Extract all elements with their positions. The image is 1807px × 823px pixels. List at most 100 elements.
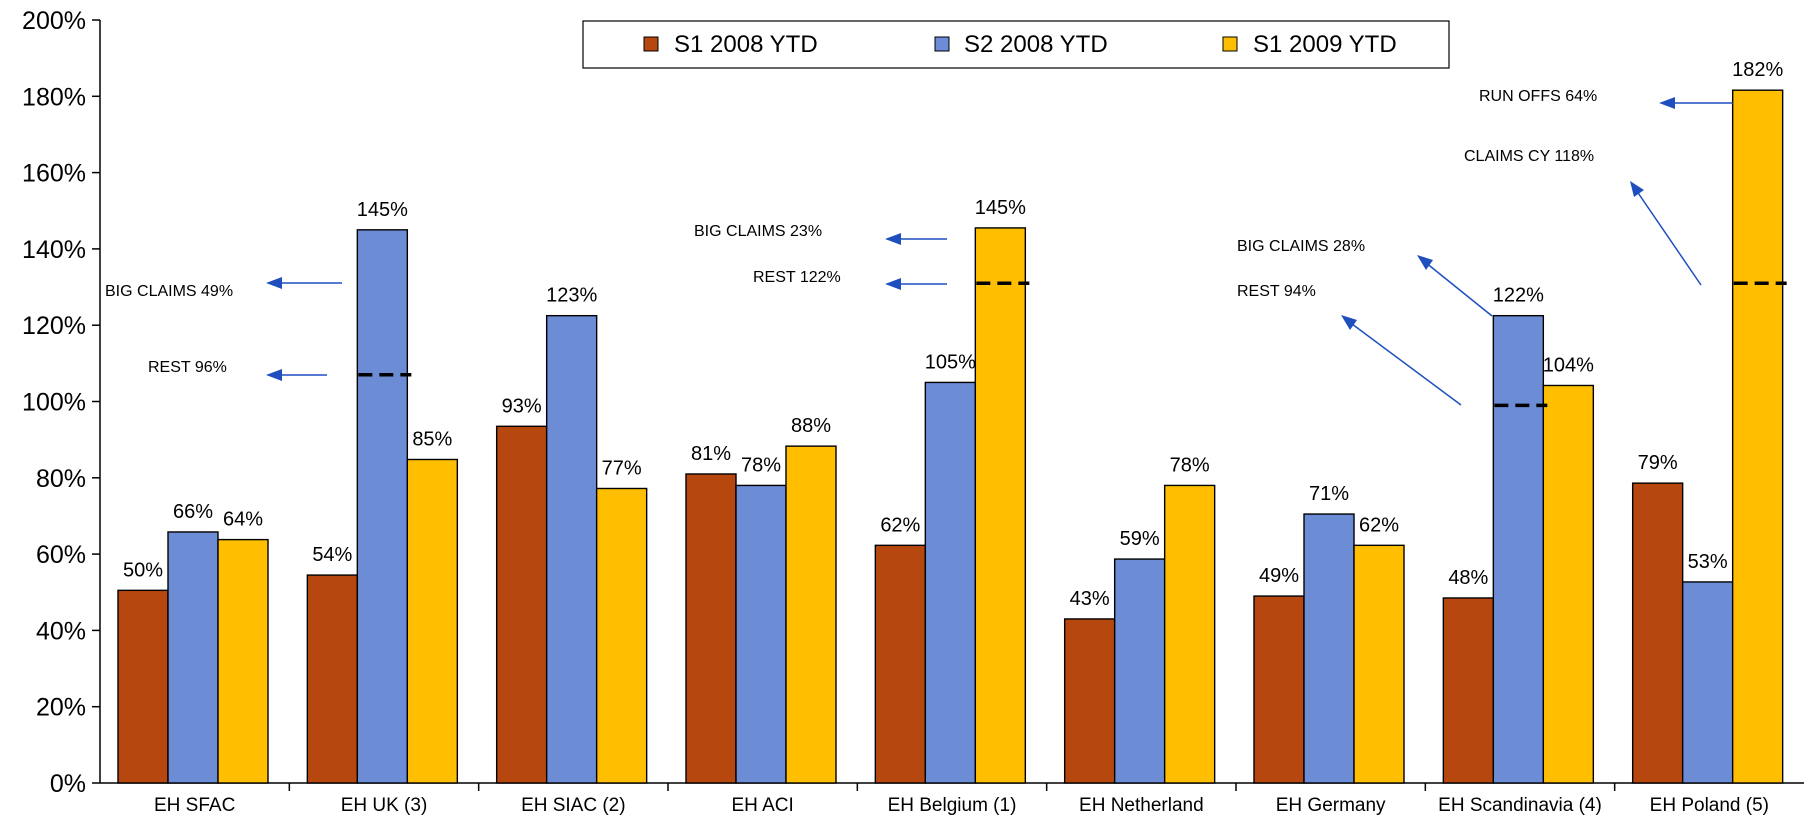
legend-label-s1-2009: S1 2009 YTD <box>1253 31 1397 58</box>
data-labels: 50% 66% 64% 54% 145% 85% 93% 123% 77% 81% 78% 88% 62… <box>123 59 1783 610</box>
category-label: EH SFAC <box>154 795 235 816</box>
annotation-belgium-big-claims: BIG CLAIMS 23% <box>694 223 822 240</box>
bars <box>117 89 1784 784</box>
data-label: 104% <box>1543 354 1594 376</box>
y-tick-label: 120% <box>22 312 86 340</box>
category-label: EH Belgium (1) <box>888 795 1017 816</box>
bar <box>785 445 837 784</box>
data-label: 50% <box>123 559 163 581</box>
bar <box>735 484 787 784</box>
annotation-scandinavia-rest: REST 94% <box>1237 283 1316 300</box>
arrow-belgium-big-claims-head <box>885 233 901 245</box>
data-label: 78% <box>1170 454 1210 476</box>
data-label: 182% <box>1732 59 1783 81</box>
bar <box>117 589 169 784</box>
data-label: 77% <box>602 457 642 479</box>
bar <box>595 487 648 784</box>
category-label: EH ACI <box>732 795 794 816</box>
arrow-scandinavia-big-claims-head <box>1417 255 1433 270</box>
data-label: 81% <box>691 443 731 465</box>
data-label: 43% <box>1070 588 1110 610</box>
annotation-arrows <box>266 97 1733 406</box>
data-label: 66% <box>173 501 213 523</box>
data-label: 71% <box>1309 483 1349 505</box>
bar <box>1113 558 1166 784</box>
category-label: EH Germany <box>1276 795 1386 816</box>
legend-label-s1-2008: S1 2008 YTD <box>674 31 818 58</box>
category-label: EH Poland (5) <box>1650 795 1769 816</box>
bar <box>1542 384 1595 784</box>
category-label: EH Scandinavia (4) <box>1438 795 1602 816</box>
data-label: 145% <box>975 197 1026 219</box>
bar <box>1731 89 1784 784</box>
category-label: EH UK (3) <box>341 795 428 816</box>
data-label: 49% <box>1259 565 1299 587</box>
arrow-poland-claims-cy <box>1631 183 1702 286</box>
data-label: 122% <box>1493 285 1544 307</box>
data-label: 62% <box>880 514 920 536</box>
data-label: 78% <box>741 454 781 476</box>
bar <box>217 538 269 784</box>
y-tick-label: 80% <box>36 465 86 493</box>
arrow-uk-big-claims-head <box>266 277 282 289</box>
legend-label-s2-2008: S2 2008 YTD <box>964 31 1108 58</box>
data-label: 105% <box>925 351 976 373</box>
legend-swatch-s1-2009 <box>1222 36 1238 52</box>
data-label: 88% <box>791 415 831 437</box>
split-markers <box>358 281 1787 408</box>
bar <box>545 314 598 784</box>
y-tick-label: 100% <box>22 389 86 417</box>
category-labels: EH SFAC EH UK (3) EH SIAC (2) EH ACI EH Belg… <box>154 795 1769 816</box>
annotation-belgium-rest: REST 122% <box>753 269 841 286</box>
arrow-scandinavia-big-claims <box>1419 257 1493 317</box>
arrow-belgium-rest-head <box>885 278 901 290</box>
arrow-scandinavia-rest-head <box>1341 315 1357 330</box>
bar <box>1353 544 1405 784</box>
legend-swatch-s1-2008 <box>643 36 659 52</box>
annotation-scandinavia-big-claims: BIG CLAIMS 28% <box>1237 238 1365 255</box>
annotation-uk-rest: REST 96% <box>148 359 227 376</box>
annotation-poland-claims-cy: CLAIMS CY 118% <box>1464 148 1594 165</box>
annotation-poland-run-offs: RUN OFFS 64% <box>1479 88 1597 105</box>
arrow-uk-rest-head <box>266 369 282 381</box>
y-tick-label: 40% <box>36 617 86 645</box>
x-axis-ticks <box>288 783 1616 791</box>
data-label: 145% <box>357 199 408 221</box>
data-label: 79% <box>1638 452 1678 474</box>
bar <box>1253 595 1305 784</box>
bar <box>974 227 1027 784</box>
data-label: 123% <box>546 285 597 307</box>
bar <box>1303 513 1355 784</box>
data-label: 64% <box>223 509 263 531</box>
bar <box>406 458 459 784</box>
y-tick-label: 60% <box>36 541 86 569</box>
y-tick-label: 180% <box>22 83 86 111</box>
y-axis-ticks: 0% 20% 40% 60% 80% 100% 120% 140% 160% 180% 200% <box>22 7 100 798</box>
bar <box>685 473 737 784</box>
category-label: EH SIAC (2) <box>521 795 626 816</box>
data-label: 54% <box>312 544 352 566</box>
bar <box>874 544 927 784</box>
data-label: 93% <box>502 395 542 417</box>
annotations: BIG CLAIMS 49% REST 96% BIG CLAIMS 23% R… <box>105 88 1597 376</box>
bar <box>495 425 548 784</box>
data-label: 85% <box>412 428 452 450</box>
bar <box>1681 581 1734 784</box>
y-tick-label: 200% <box>22 7 86 35</box>
y-tick-label: 140% <box>22 236 86 264</box>
arrow-poland-run-offs-head <box>1659 97 1675 109</box>
data-label: 53% <box>1688 551 1728 573</box>
category-label: EH Netherland <box>1079 795 1204 816</box>
data-label: 48% <box>1448 567 1488 589</box>
data-label: 59% <box>1120 528 1160 550</box>
y-tick-label: 160% <box>22 160 86 188</box>
data-label: 62% <box>1359 514 1399 536</box>
legend-box <box>582 20 1450 69</box>
bar <box>167 531 219 784</box>
legend-swatch-s2-2008 <box>934 36 950 52</box>
legend: S1 2008 YTD S2 2008 YTD S1 2009 YTD <box>582 20 1450 69</box>
bar <box>1631 482 1684 784</box>
bar <box>1492 314 1545 784</box>
bar <box>1063 618 1116 784</box>
